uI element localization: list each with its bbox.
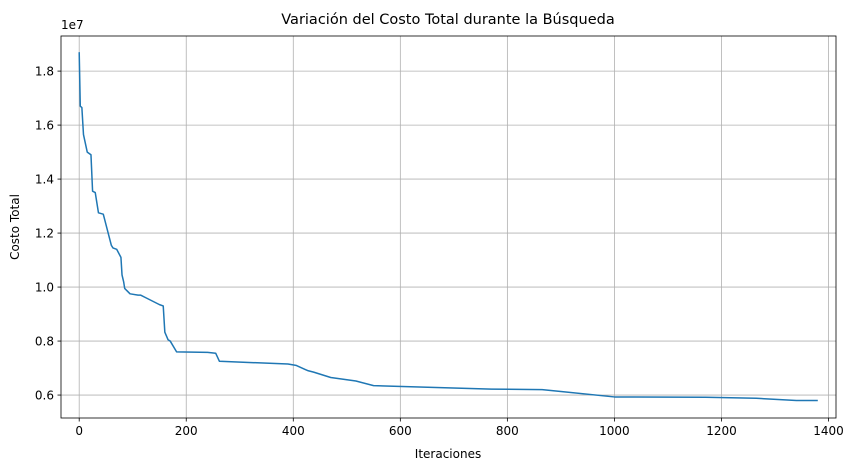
y-axis-label: Costo Total [8, 194, 22, 260]
plot-background [61, 36, 836, 418]
x-ticks: 0 200 400 600 800 1000 1200 1400 [75, 418, 844, 438]
chart-title: Variación del Costo Total durante la Bús… [281, 12, 614, 28]
y-ticks: 0.6 0.8 1.0 1.2 1.4 1.6 1.8 [35, 64, 61, 402]
y-tick-label: 1.0 [35, 280, 54, 294]
x-tick-label: 0 [75, 424, 83, 438]
x-tick-label: 1000 [599, 424, 630, 438]
x-tick-label: 1200 [706, 424, 737, 438]
x-tick-label: 1400 [813, 424, 844, 438]
series-group [78, 52, 818, 402]
x-tick-label: 200 [175, 424, 198, 438]
y-tick-label: 0.8 [35, 334, 54, 348]
x-tick-label: 600 [389, 424, 412, 438]
cost-series-line [78, 52, 818, 402]
x-tick-label: 800 [496, 424, 519, 438]
y-tick-label: 1.2 [35, 226, 54, 240]
x-tick-label: 400 [282, 424, 305, 438]
y-offset-label: 1e7 [61, 18, 84, 32]
x-gridlines [78, 36, 829, 418]
y-tick-label: 1.8 [35, 64, 54, 78]
y-tick-label: 1.6 [35, 118, 54, 132]
y-tick-label: 1.4 [35, 172, 54, 186]
y-tick-label: 0.6 [35, 388, 54, 402]
x-axis-label: Iteraciones [415, 447, 481, 461]
y-gridlines [61, 70, 836, 396]
plot-frame [60, 35, 837, 419]
